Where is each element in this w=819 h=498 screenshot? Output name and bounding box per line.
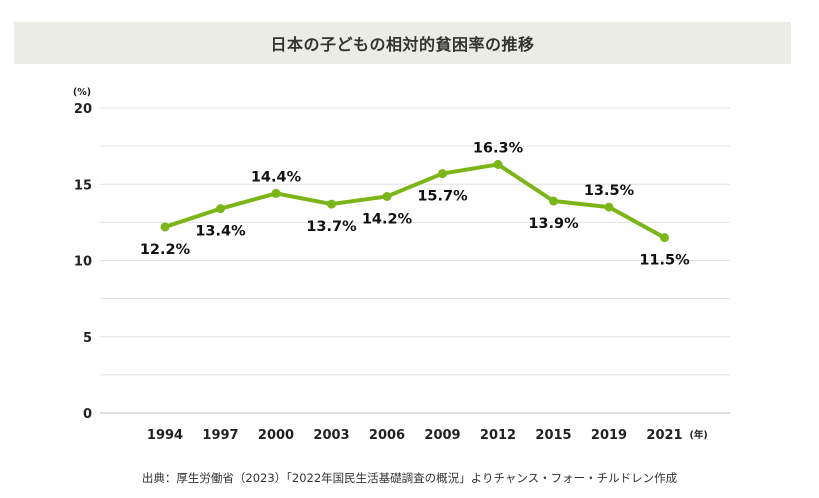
data-label: 15.7% (417, 189, 468, 205)
x-tick-label: 2012 (480, 428, 516, 443)
data-label: 14.4% (251, 169, 302, 185)
data-point (438, 169, 447, 179)
data-label: 11.5% (639, 253, 690, 269)
x-tick-label: 2006 (369, 428, 405, 443)
x-tick-label: 2000 (258, 428, 294, 443)
x-tick-label: 2019 (591, 428, 627, 443)
data-point (660, 233, 669, 243)
data-point (604, 202, 614, 212)
x-tick-label: 1997 (202, 428, 238, 443)
data-labels: 12.2%13.4% 14.4% 13.7% 14.2%15.7% 16.3% 13.9%… (140, 140, 690, 268)
data-label: 12.2% (140, 242, 191, 258)
data-point (327, 199, 336, 209)
x-tick-label: 2021 (646, 428, 682, 443)
x-tick-label: 2003 (313, 428, 349, 443)
data-point (271, 188, 281, 198)
data-label: 13.9% (528, 216, 579, 232)
data-label: 13.4% (195, 224, 246, 240)
y-tick-label: 20 (74, 102, 92, 117)
data-point (549, 196, 558, 206)
data-label: 13.5% (584, 183, 635, 199)
x-tick-label: 2009 (424, 428, 460, 443)
data-point (160, 222, 170, 232)
x-axis-unit: (年) (690, 429, 708, 441)
data-label: 16.3% (473, 140, 524, 156)
x-tick-label: 1994 (147, 428, 183, 443)
y-axis-ticks: 0 5 10 15 20 (74, 102, 92, 422)
grid-lines (100, 107, 730, 414)
source-note: 出典：厚生労働省（2023）「2022年国民生活基礎調査の概況」よりチャンス・フ… (141, 471, 678, 485)
y-tick-label: 0 (83, 407, 92, 422)
chart-title-bar: 日本の子どもの相対的貧困率の推移 (14, 22, 791, 64)
data-point (216, 204, 225, 214)
data-points (160, 159, 669, 243)
y-tick-label: 15 (74, 178, 92, 193)
series-line (163, 162, 667, 240)
y-axis-unit: (%) (73, 87, 91, 98)
x-axis-ticks: 1994 1997 2000 2003 2006 2009 2012 2015 2019 2021 (147, 428, 683, 443)
y-tick-label: 10 (74, 255, 92, 270)
chart-title: 日本の子どもの相対的貧困率の推移 (270, 35, 535, 54)
data-point (382, 191, 392, 201)
data-point (493, 159, 503, 169)
data-label: 14.2% (362, 211, 413, 227)
y-tick-label: 5 (83, 331, 92, 346)
data-label: 13.7% (306, 219, 357, 235)
x-tick-label: 2015 (535, 428, 571, 443)
line-chart: 0 5 10 15 20 1994 1997 2000 2003 2006 2009 2012 201… (73, 87, 730, 443)
